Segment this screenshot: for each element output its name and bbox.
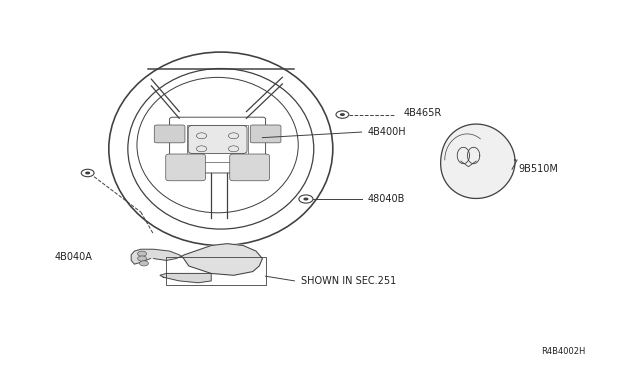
Polygon shape [131,249,182,264]
Text: 48040B: 48040B [368,194,405,204]
FancyBboxPatch shape [166,154,205,181]
Circle shape [138,251,147,256]
Circle shape [340,113,345,116]
Text: 4B040A: 4B040A [54,252,92,262]
FancyBboxPatch shape [230,154,269,181]
Polygon shape [440,124,515,199]
Bar [166,257,266,285]
Circle shape [303,198,308,201]
Text: 4B400H: 4B400H [368,127,406,137]
FancyBboxPatch shape [188,125,247,154]
Polygon shape [180,244,262,275]
FancyBboxPatch shape [154,125,185,143]
Bar [187,125,248,162]
Polygon shape [160,273,211,283]
Circle shape [140,261,148,266]
Circle shape [85,171,90,174]
Circle shape [138,256,147,261]
Text: SHOWN IN SEC.251: SHOWN IN SEC.251 [301,276,396,286]
Text: 4B465R: 4B465R [403,109,442,118]
FancyBboxPatch shape [250,125,281,143]
Text: 9B510M: 9B510M [518,164,558,174]
Text: R4B4002H: R4B4002H [541,347,585,356]
